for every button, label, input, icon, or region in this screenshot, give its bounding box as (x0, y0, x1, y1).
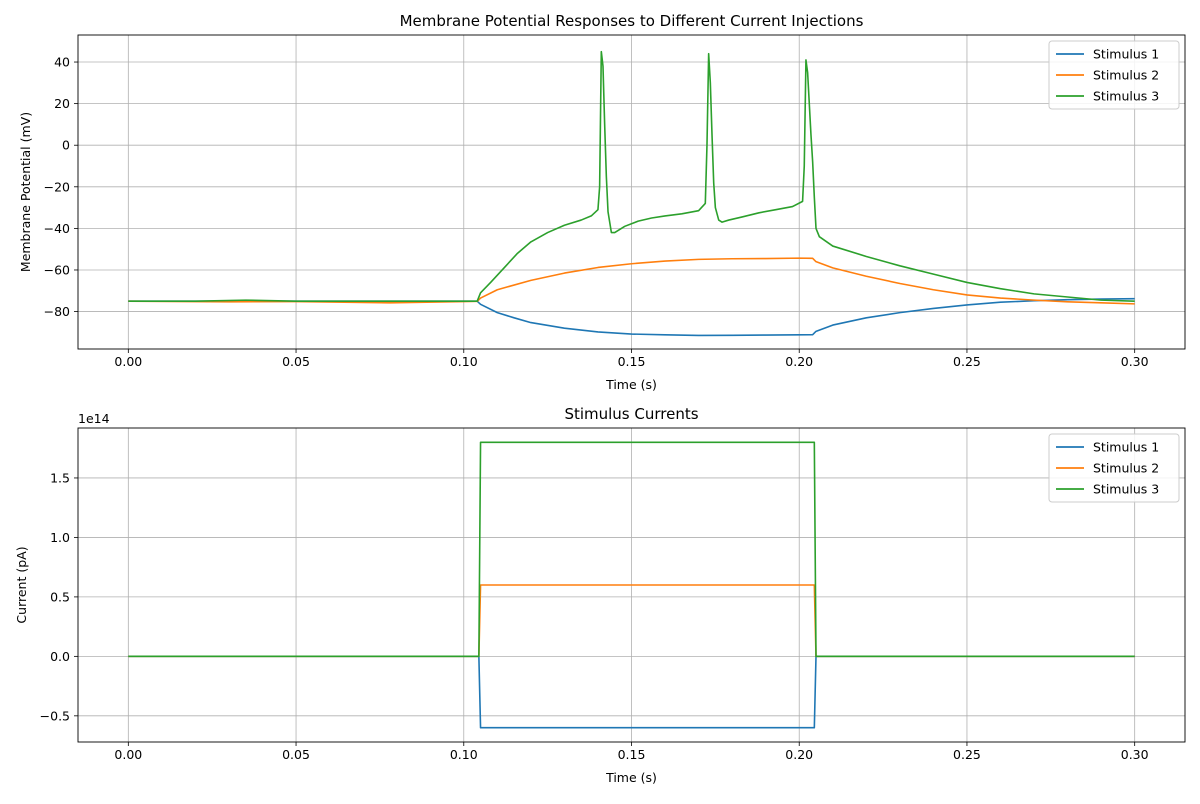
x-tick-label: 0.25 (953, 747, 981, 762)
y-tick-label: 0.5 (50, 589, 70, 604)
y-offset-label: 1e14 (78, 411, 110, 426)
legend-box (1048, 40, 1180, 110)
x-axis-label: Time (s) (605, 377, 657, 392)
x-tick-label: 0.05 (282, 354, 310, 369)
y-tick-label: 1.0 (50, 530, 70, 545)
y-tick-label: 1.5 (50, 470, 70, 485)
x-tick-label: 0.20 (785, 747, 813, 762)
legend: Stimulus 1 Stimulus 2 Stimulus 3 (1048, 433, 1180, 503)
chart-panel-2: 0.00 0.05 0.10 0.15 0.20 0.25 0.30 −0.5 0.0 0.5 1.… (14, 405, 1186, 785)
y-tick-label: 40 (54, 55, 70, 70)
legend-label-stimulus-3: Stimulus 3 (1093, 482, 1159, 497)
x-tick-label: 0.00 (114, 354, 142, 369)
y-axis-label: Current (pA) (14, 546, 29, 623)
y-tick-label: 0 (62, 138, 70, 153)
legend-label-stimulus-2: Stimulus 2 (1093, 68, 1159, 83)
chart-panel-1: 0.00 0.05 0.10 0.15 0.20 0.25 0.30 −80 −60 −40 −20… (18, 12, 1186, 392)
x-tick-label: 0.00 (114, 747, 142, 762)
chart-title: Stimulus Currents (564, 405, 698, 423)
x-tick-label: 0.05 (282, 747, 310, 762)
legend-label-stimulus-3: Stimulus 3 (1093, 89, 1159, 104)
x-tick-label: 0.30 (1121, 747, 1149, 762)
y-tick-label: −20 (44, 179, 70, 194)
y-tick-label: −80 (44, 304, 70, 319)
x-axis-label: Time (s) (605, 770, 657, 785)
series-group (128, 50, 1135, 337)
x-tick-label: 0.30 (1121, 354, 1149, 369)
legend-label-stimulus-1: Stimulus 1 (1093, 47, 1159, 62)
y-tick-label: −60 (44, 262, 70, 277)
series-line-stimulus-3 (128, 441, 1135, 658)
series-line-stimulus-1 (128, 297, 1135, 337)
y-tick-label: −0.5 (40, 708, 70, 723)
legend-box (1048, 433, 1180, 503)
legend-label-stimulus-2: Stimulus 2 (1093, 461, 1159, 476)
x-tick-label: 0.10 (450, 354, 478, 369)
series-line-stimulus-3 (128, 50, 1135, 302)
legend-label-stimulus-1: Stimulus 1 (1093, 440, 1159, 455)
x-tick-label: 0.20 (785, 354, 813, 369)
legend: Stimulus 1 Stimulus 2 Stimulus 3 (1048, 40, 1180, 110)
y-tick-label: −40 (44, 221, 70, 236)
chart-title: Membrane Potential Responses to Differen… (400, 12, 864, 30)
series-group (128, 441, 1135, 729)
y-axis-label: Membrane Potential (mV) (18, 112, 33, 272)
y-tick-label: 0.0 (50, 649, 70, 664)
y-tick-label: 20 (54, 96, 70, 111)
x-tick-label: 0.10 (450, 747, 478, 762)
x-tick-label: 0.25 (953, 354, 981, 369)
x-tick-label: 0.15 (618, 747, 646, 762)
x-tick-label: 0.15 (618, 354, 646, 369)
